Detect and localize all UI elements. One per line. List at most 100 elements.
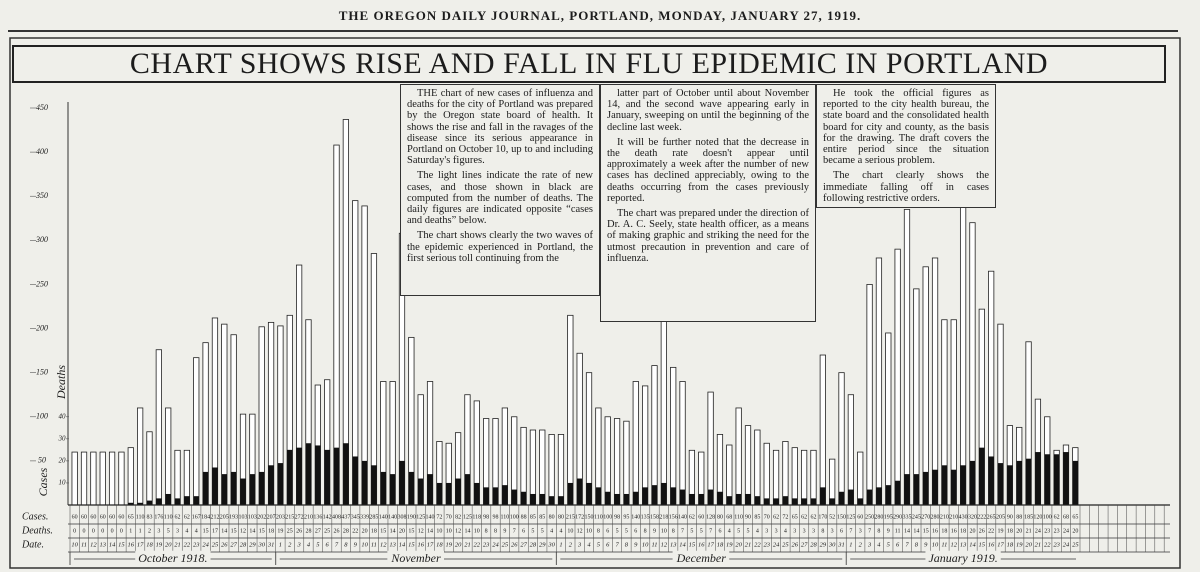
case-bar [567, 314, 574, 506]
x-tick-label: 1 [849, 541, 852, 548]
case-bar [660, 312, 667, 506]
table-value: 100 [1043, 514, 1052, 520]
table-value: 5 [541, 528, 544, 534]
table-value: 25 [324, 528, 330, 534]
table-value: 4 [195, 528, 198, 534]
table-value: 26 [296, 528, 302, 534]
death-bar [614, 493, 620, 505]
table-value: 110 [136, 514, 145, 520]
table-value: 222 [977, 514, 986, 520]
case-bar [137, 407, 144, 506]
table-value: 1 [129, 528, 132, 534]
x-tick-label: 20 [455, 541, 462, 548]
death-bar [1035, 452, 1041, 505]
death-bar [633, 491, 639, 505]
case-bar [118, 451, 125, 506]
table-value: 65 [792, 514, 798, 520]
table-value: 60 [90, 514, 96, 520]
table-value: 150 [837, 514, 846, 520]
table-value: 60 [81, 514, 87, 520]
table-value: 18 [1007, 528, 1013, 534]
case-bar [632, 381, 639, 506]
death-bar [492, 487, 499, 505]
death-bar [726, 496, 733, 505]
x-tick-label: 19 [1016, 541, 1023, 548]
case-bar [642, 385, 649, 506]
table-value: 150 [585, 514, 594, 520]
table-value: 8 [494, 528, 497, 534]
table-value: 7 [709, 528, 712, 534]
table-value: 2 [148, 528, 151, 534]
table-value: 14 [390, 528, 396, 534]
table-value: 65 [128, 514, 134, 520]
case-bar [791, 447, 798, 506]
table-value: 22 [988, 528, 994, 534]
y2-tick-label: 40 [59, 412, 67, 420]
label-bg [925, 550, 1001, 565]
case-bar [875, 257, 883, 506]
death-bar [885, 485, 891, 505]
x-tick-label: 28 [240, 541, 247, 548]
x-tick-label: 27 [520, 541, 527, 548]
table-value: 12 [455, 528, 461, 534]
table-value: 140 [379, 514, 388, 520]
case-bar [165, 407, 172, 506]
table-value: 23 [1044, 528, 1050, 534]
death-bar [315, 445, 321, 505]
x-tick-label: 25 [502, 541, 509, 548]
x-tick-label: 12 [380, 541, 387, 548]
table-value: 140 [631, 514, 640, 520]
x-tick-label: 30 [828, 541, 836, 548]
table-value: 100 [510, 514, 519, 520]
x-tick-label: 29 [539, 541, 546, 548]
death-bar [343, 443, 349, 505]
death-bar [296, 447, 302, 505]
death-bar [333, 447, 340, 505]
label-bg [135, 550, 211, 565]
x-tick-label: 14 [109, 541, 116, 548]
table-value: 0 [83, 528, 86, 534]
case-bar [819, 354, 826, 506]
table-value: 65 [1072, 514, 1078, 520]
case-bar [782, 441, 789, 506]
table-value: 18 [941, 528, 947, 534]
table-value: 16 [951, 528, 957, 534]
death-bar [259, 471, 265, 505]
x-tick-label: 23 [193, 541, 200, 548]
x-tick-label: 15 [689, 541, 696, 548]
article-paragraph: The chart shows clearly the two waves of… [407, 230, 593, 264]
case-bar [772, 449, 780, 506]
death-bar [894, 480, 901, 505]
case-bar [894, 248, 901, 506]
x-tick-label: 21 [174, 541, 181, 548]
x-tick-label: 3 [577, 541, 582, 548]
table-value: 207 [267, 514, 276, 520]
table-value: 430 [959, 514, 968, 520]
table-value: 0 [120, 528, 123, 534]
table-value: 14 [427, 528, 433, 534]
death-bar [455, 478, 461, 505]
article-column: THE chart of new cases of influenza and … [400, 84, 600, 296]
case-bar [847, 394, 854, 506]
death-bar [904, 474, 910, 505]
table-value: 110 [594, 514, 603, 520]
x-tick-label: 5 [316, 541, 320, 548]
table-value: 20 [1072, 528, 1078, 534]
death-bar [371, 465, 377, 505]
death-bar [212, 467, 218, 505]
table-value: 320 [968, 514, 977, 520]
x-tick-label: 26 [221, 541, 228, 548]
table-value: 15 [408, 528, 414, 534]
table-value: 203 [276, 514, 285, 520]
death-bar [689, 493, 695, 505]
death-bar [651, 485, 658, 505]
death-bar [305, 443, 312, 505]
table-value: 8 [485, 528, 488, 534]
table-value: 100 [603, 514, 612, 520]
x-tick-label: 24 [773, 541, 780, 548]
table-value: 205 [220, 514, 229, 520]
death-bar [595, 487, 602, 505]
table-value: 52 [829, 514, 835, 520]
x-tick-label: 16 [988, 541, 995, 548]
x-tick-label: 10 [361, 541, 368, 548]
